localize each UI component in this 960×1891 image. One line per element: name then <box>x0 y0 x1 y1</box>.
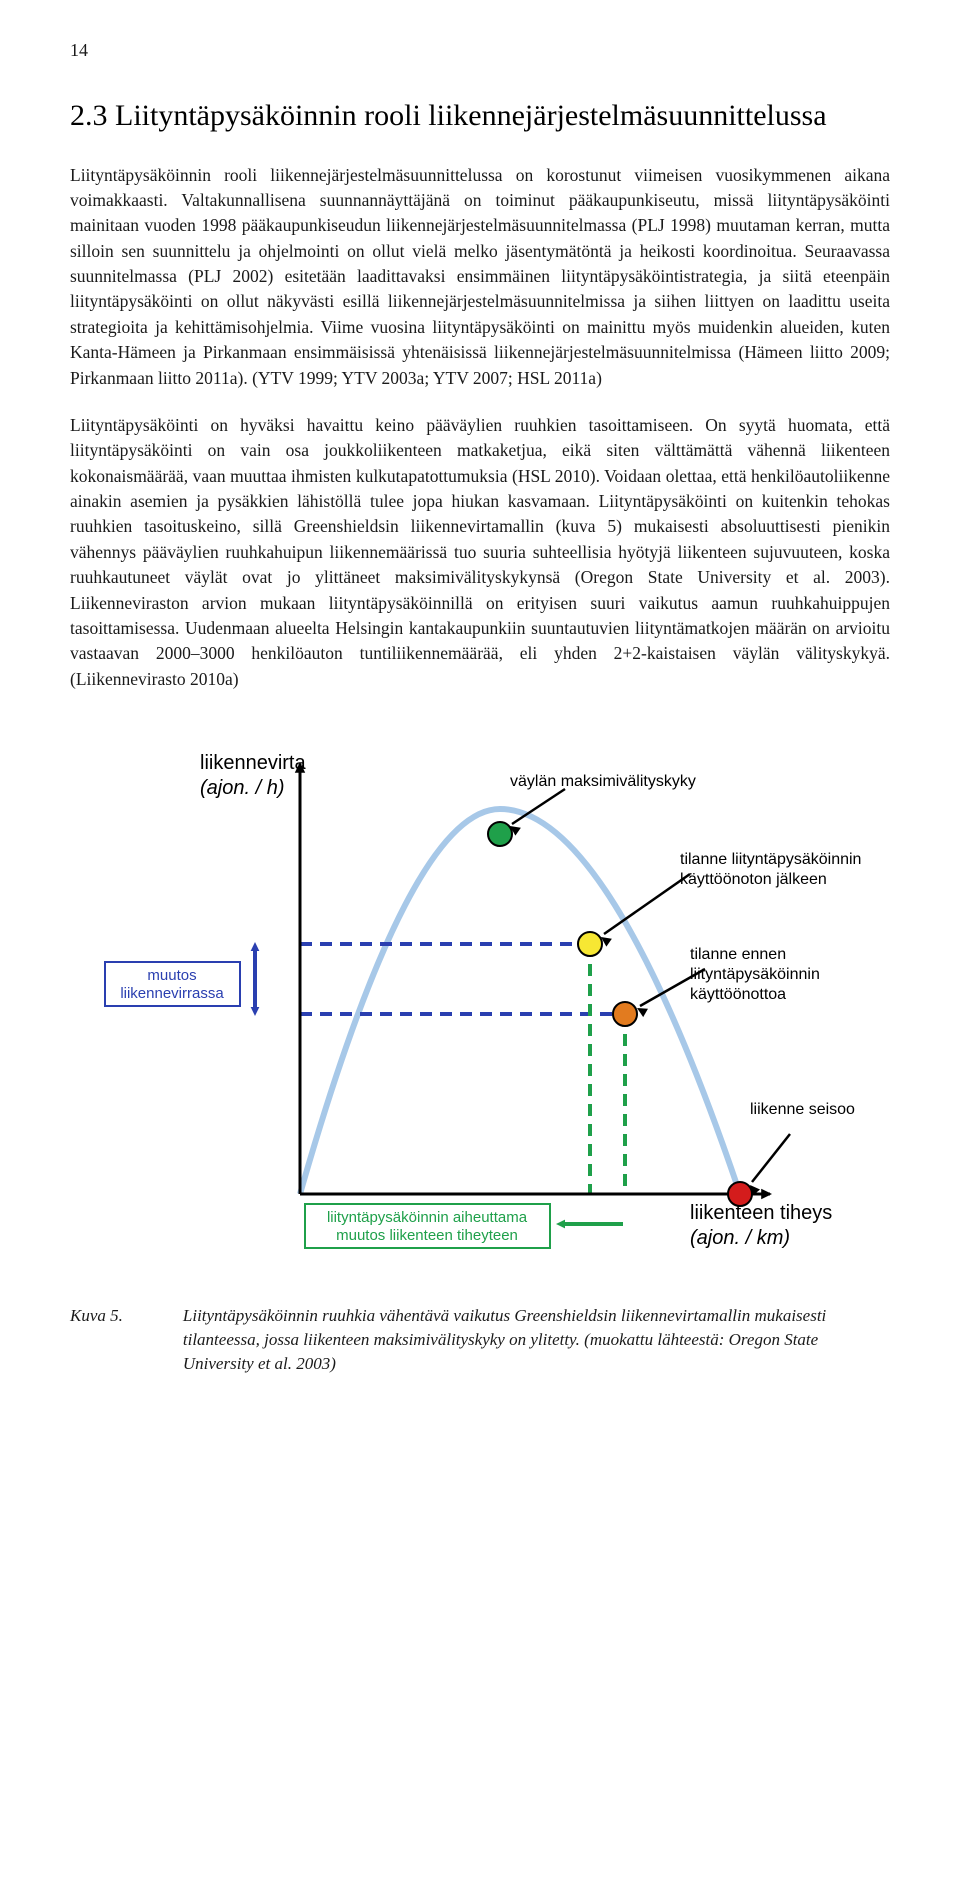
svg-text:muutos liikenteen tiheyteen: muutos liikenteen tiheyteen <box>336 1227 518 1244</box>
figure-svg: liikennevirta (ajon. / h) liikenteen tihey… <box>70 714 890 1274</box>
svg-text:(ajon. / h): (ajon. / h) <box>200 777 284 799</box>
caption-label: Kuva 5. <box>70 1304 123 1375</box>
caption-text: Liityntäpysäköinnin ruuhkia vähentävä va… <box>183 1304 890 1375</box>
svg-text:liikennevirta: liikennevirta <box>200 752 306 774</box>
svg-text:käyttöönottoa: käyttöönottoa <box>690 986 786 1003</box>
svg-text:liityntäpysäköinnin aiheuttama: liityntäpysäköinnin aiheuttama <box>327 1209 528 1226</box>
svg-text:liikenne seisoo: liikenne seisoo <box>750 1101 855 1118</box>
svg-text:muutos: muutos <box>147 967 196 984</box>
figure-caption: Kuva 5. Liityntäpysäköinnin ruuhkia vähe… <box>70 1304 890 1375</box>
paragraph-1: Liityntäpysäköinnin rooli liikennejärjes… <box>70 163 890 391</box>
svg-text:väylän maksimivälityskyky: väylän maksimivälityskyky <box>510 773 696 790</box>
svg-text:tilanne ennen: tilanne ennen <box>690 946 786 963</box>
svg-text:(ajon. / km): (ajon. / km) <box>690 1227 790 1249</box>
svg-text:tilanne liityntäpysäköinnin: tilanne liityntäpysäköinnin <box>680 851 861 868</box>
page-number: 14 <box>70 40 890 61</box>
figure-greenshields: liikennevirta (ajon. / h) liikenteen tihey… <box>70 714 890 1274</box>
section-heading: 2.3 Liityntäpysäköinnin rooli liikennejä… <box>70 97 890 135</box>
svg-text:liikennevirrassa: liikennevirrassa <box>120 985 224 1002</box>
svg-text:käyttöönoton jälkeen: käyttöönoton jälkeen <box>680 871 827 888</box>
svg-text:liityntäpysäköinnin: liityntäpysäköinnin <box>690 966 820 983</box>
svg-text:liikenteen tiheys: liikenteen tiheys <box>690 1202 832 1224</box>
paragraph-2: Liityntäpysäköinti on hyväksi havaittu k… <box>70 413 890 692</box>
